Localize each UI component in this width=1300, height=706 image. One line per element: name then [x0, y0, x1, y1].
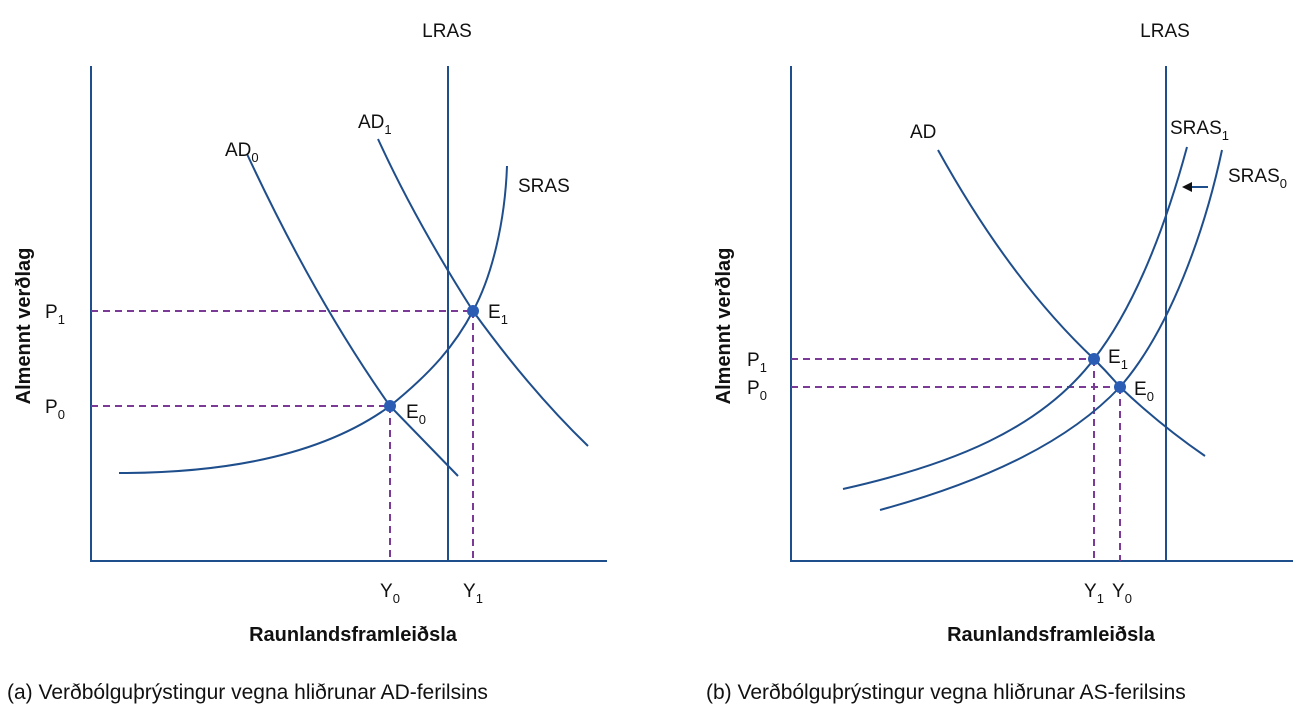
panel-a-ad0-curve [246, 153, 459, 477]
panel-b-lras-label: LRAS [1140, 21, 1190, 42]
panel-b-e0-label: E0 [1134, 379, 1154, 404]
panel-b-ad-curve [937, 149, 1206, 457]
panel-a-e1-point [467, 305, 479, 317]
panel-a-x-axis-title: Raunlandsframleiðsla [249, 624, 458, 646]
panel-b-x-axis-title: Raunlandsframleiðsla [947, 624, 1156, 646]
panel-a-e0-label: E0 [406, 402, 426, 427]
panel-a-p0-label: P0 [45, 397, 65, 422]
panel-b-e1-label: E1 [1108, 347, 1128, 372]
panel-a-axes [90, 66, 607, 562]
panel-a-e0-point [384, 400, 396, 412]
panel-a-y1-label: Y1 [463, 581, 483, 606]
panel-a-sras-curve [118, 165, 508, 474]
panel-a-lras-label: LRAS [422, 21, 472, 42]
panel-a: LRAS AD0 AD1 SRAS P1 P0 E1 E0 Y0 Y1 Alme… [7, 21, 607, 704]
panel-a-e1-label: E1 [488, 302, 508, 327]
panel-a-sras-label: SRAS [518, 176, 570, 197]
panel-b-y1-label: Y1 [1084, 581, 1104, 606]
panel-b-y-axis-title: Almennt verðlag [713, 248, 735, 405]
panel-b-y0-label: Y0 [1112, 581, 1132, 606]
panel-a-y-axis-title: Almennt verðlag [13, 248, 35, 405]
panel-b: LRAS AD SRAS1 SRAS0 P1 P0 E1 E0 Y1 Y0 Al… [706, 21, 1293, 704]
panel-b-caption: (b) Verðbólguþrýstingur vegna hliðrunar … [706, 681, 1186, 704]
panel-a-y0-label: Y0 [380, 581, 400, 606]
panel-b-e0-point [1114, 381, 1126, 393]
panel-a-caption: (a) Verðbólguþrýstingur vegna hliðrunar … [7, 681, 488, 704]
panel-b-ad-label: AD [910, 122, 936, 143]
panel-a-ad1-label: AD1 [358, 112, 392, 137]
panel-b-p1-label: P1 [747, 350, 767, 375]
panel-b-shift-arrow-icon [1182, 182, 1192, 192]
panel-b-axes [790, 66, 1293, 562]
panel-b-e1-point [1088, 353, 1100, 365]
panel-a-ad0-label: AD0 [225, 140, 259, 165]
panel-b-sras0-label: SRAS0 [1228, 166, 1287, 191]
panel-a-p1-label: P1 [45, 302, 65, 327]
panel-b-sras1-label: SRAS1 [1170, 118, 1229, 143]
panel-b-sras1-curve [842, 146, 1188, 490]
panel-b-p0-label: P0 [747, 378, 767, 403]
